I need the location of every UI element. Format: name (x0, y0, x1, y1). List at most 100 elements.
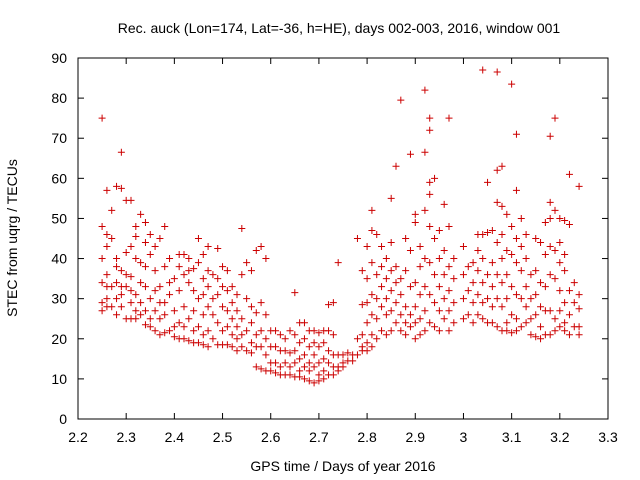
data-point (170, 307, 178, 315)
x-tick-label: 3.1 (502, 429, 522, 445)
data-point (262, 255, 270, 263)
data-point (296, 367, 304, 375)
chart-title: Rec. auck (Lon=174, Lat=-36, h=HE), days… (118, 20, 561, 36)
data-point (257, 299, 265, 307)
data-point (416, 291, 424, 299)
data-point (551, 327, 559, 335)
data-point (281, 359, 289, 367)
data-point (310, 339, 318, 347)
data-point (257, 343, 265, 351)
data-point (315, 343, 323, 351)
data-point (156, 315, 164, 323)
data-point (498, 230, 506, 238)
x-tick-label: 3 (460, 429, 468, 445)
data-point (431, 299, 439, 307)
data-point (421, 86, 429, 94)
data-point (315, 329, 323, 337)
data-point (532, 311, 540, 319)
data-point (411, 218, 419, 226)
data-point (435, 327, 443, 335)
data-point (257, 365, 265, 373)
data-point (272, 343, 280, 351)
data-point (161, 222, 169, 230)
data-point (180, 271, 188, 279)
data-point (137, 299, 145, 307)
data-point (382, 255, 390, 263)
data-point (551, 114, 559, 122)
data-point (127, 273, 135, 281)
data-point (204, 303, 212, 311)
data-point (137, 210, 145, 218)
data-point (214, 319, 222, 327)
data-point (325, 359, 333, 367)
data-point (132, 255, 140, 263)
data-point (132, 307, 140, 315)
data-point (194, 323, 202, 331)
data-point (296, 355, 304, 363)
data-point (527, 271, 535, 279)
data-point (392, 299, 400, 307)
data-point (411, 279, 419, 287)
data-point (484, 228, 492, 236)
data-point (402, 267, 410, 275)
data-point (512, 130, 520, 138)
data-point (194, 339, 202, 347)
data-point (387, 194, 395, 202)
y-tick-label: 50 (51, 210, 67, 226)
data-point (565, 170, 573, 178)
data-point (551, 275, 559, 283)
data-point (228, 331, 236, 339)
data-point (368, 226, 376, 234)
data-point (546, 198, 554, 206)
data-point (141, 218, 149, 226)
data-point (459, 295, 467, 303)
data-point (546, 331, 554, 339)
data-point (300, 375, 308, 383)
data-point (508, 222, 516, 230)
data-point (238, 343, 246, 351)
data-point (315, 359, 323, 367)
data-point (291, 331, 299, 339)
data-point (108, 283, 116, 291)
data-point (469, 259, 477, 267)
data-point (315, 377, 323, 385)
data-point (493, 68, 501, 76)
x-tick-label: 2.7 (309, 429, 329, 445)
data-point (127, 299, 135, 307)
data-point (194, 295, 202, 303)
data-point (117, 148, 125, 156)
data-point (127, 196, 135, 204)
data-point (421, 255, 429, 263)
data-point (214, 291, 222, 299)
data-point (180, 335, 188, 343)
data-point (223, 287, 231, 295)
data-point (219, 283, 227, 291)
data-point (353, 351, 361, 359)
data-point (546, 243, 554, 251)
data-point (517, 214, 525, 222)
data-point (426, 126, 434, 134)
data-point (223, 307, 231, 315)
data-point (219, 303, 227, 311)
data-point (108, 206, 116, 214)
data-point (532, 333, 540, 341)
y-tick-label: 10 (51, 371, 67, 387)
data-point (570, 299, 578, 307)
data-point (464, 287, 472, 295)
data-point (469, 299, 477, 307)
data-point (127, 287, 135, 295)
data-point (493, 271, 501, 279)
data-point (406, 247, 414, 255)
data-point (334, 259, 342, 267)
data-point (479, 279, 487, 287)
data-point (440, 271, 448, 279)
data-point (267, 367, 275, 375)
data-point (223, 341, 231, 349)
data-point (402, 331, 410, 339)
data-point (113, 182, 121, 190)
data-point (556, 214, 564, 222)
data-point (464, 263, 472, 271)
data-point (459, 271, 467, 279)
data-point (108, 303, 116, 311)
